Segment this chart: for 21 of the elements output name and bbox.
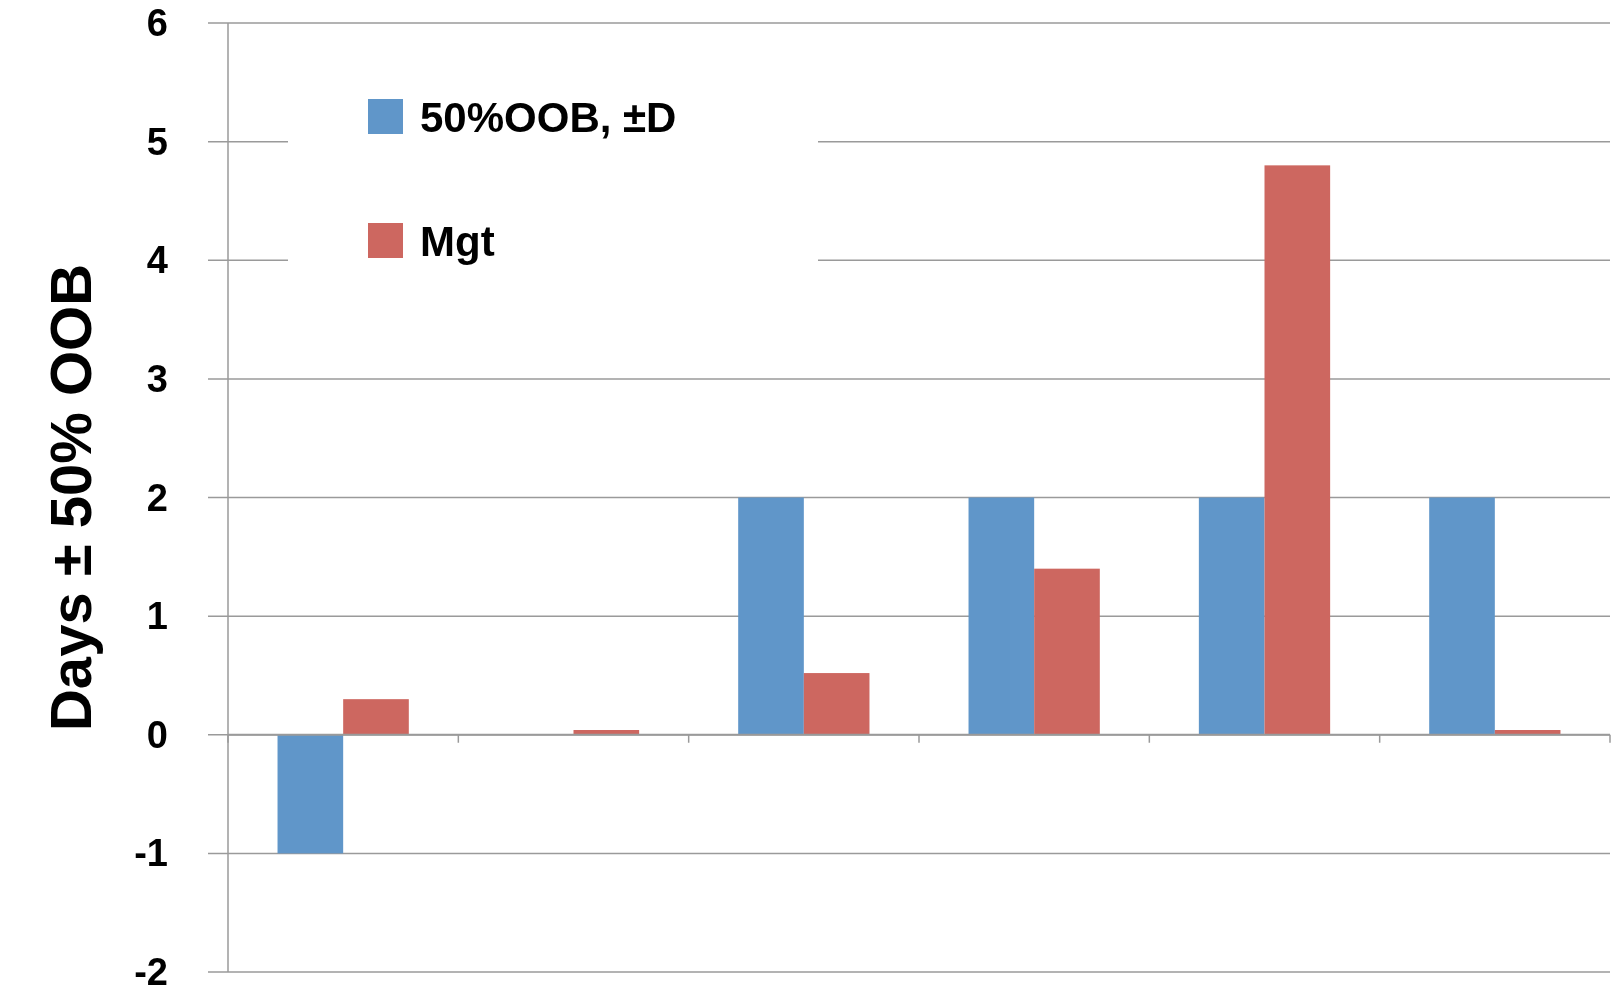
bar bbox=[1429, 497, 1495, 735]
bar bbox=[803, 673, 870, 735]
y-tick-label: 2 bbox=[146, 476, 168, 519]
bar bbox=[738, 497, 804, 735]
bar bbox=[968, 497, 1035, 735]
y-tick-label: 5 bbox=[146, 120, 168, 163]
bar bbox=[343, 699, 409, 735]
legend-label: Mgt bbox=[420, 217, 495, 265]
y-tick-label: -2 bbox=[134, 951, 168, 993]
y-tick-label: 4 bbox=[146, 239, 168, 282]
bar bbox=[277, 734, 344, 854]
y-tick-label: 0 bbox=[146, 713, 168, 756]
y-tick-label: 3 bbox=[146, 357, 168, 400]
y-axis-title: Days ± 50% OOB bbox=[37, 263, 103, 732]
y-tick-label: -1 bbox=[134, 832, 168, 875]
y-tick-label: 6 bbox=[146, 2, 168, 44]
bar bbox=[1264, 165, 1331, 735]
legend-label: 50%OOB, ±D bbox=[420, 93, 677, 141]
bar bbox=[1198, 497, 1265, 735]
bar bbox=[1034, 568, 1100, 735]
y-tick-label: 1 bbox=[146, 595, 168, 638]
